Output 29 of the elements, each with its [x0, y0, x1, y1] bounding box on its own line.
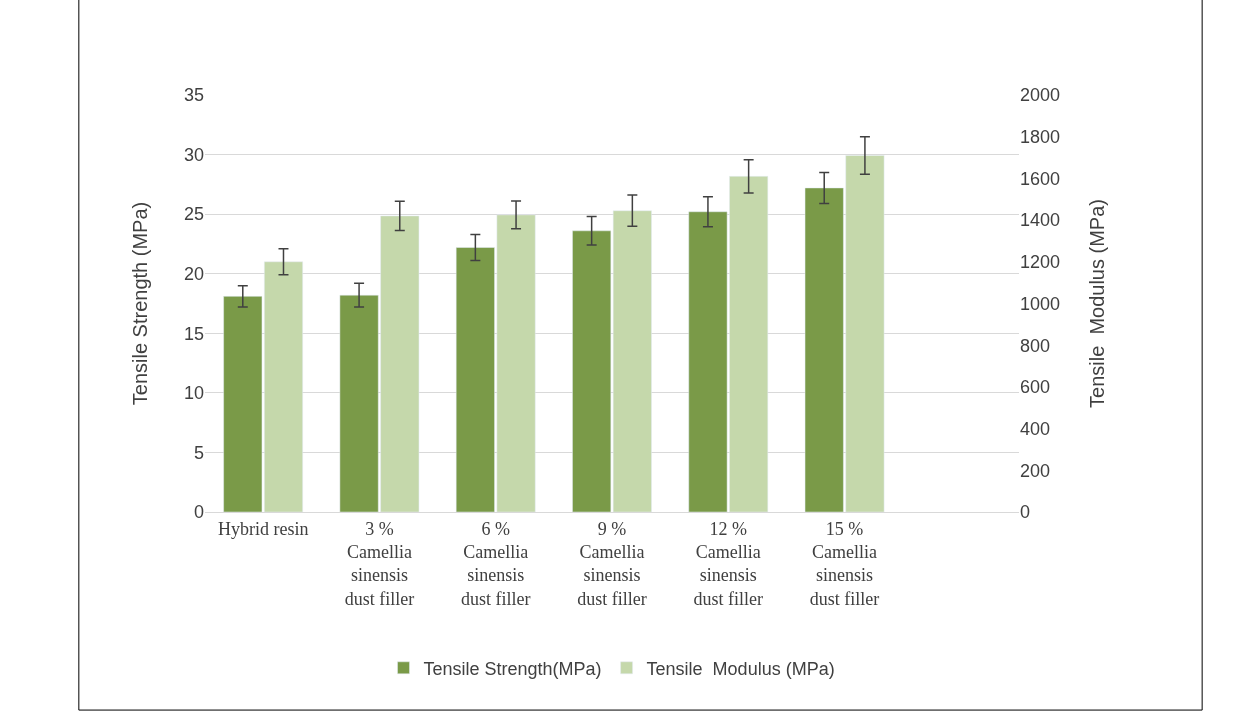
- y2-tick-label: 1800: [1020, 127, 1061, 147]
- y2-tick-label: 2000: [1020, 85, 1061, 106]
- y-tick-label: 35: [183, 85, 204, 106]
- y-tick-label: 5: [193, 442, 204, 463]
- x-tick-label: 9 % Camellia sinensis dust filler: [577, 518, 647, 609]
- x-tick-label: 15 % Camellia sinensis dust filler: [809, 518, 880, 609]
- y2-tick-label: 1400: [1020, 210, 1061, 231]
- y2-tick-label: 200: [1020, 460, 1051, 481]
- y-axis-title: Tensile Strength (MPa): [129, 201, 152, 406]
- y-tick-label: 25: [183, 204, 204, 225]
- legend-label: Tensile Strength(MPa): [423, 658, 602, 679]
- y2-tick-label: 1000: [1020, 293, 1061, 314]
- x-tick-label: 3 % Camellia sinensis dust filler: [344, 518, 415, 609]
- x-tick-label: 6 % Camellia sinensis dust filler: [460, 518, 531, 609]
- x-tick-label: 12 % Camellia sinensis dust filler: [693, 518, 764, 609]
- y2-tick-label: 0: [1020, 502, 1031, 523]
- y-tick-label: 15: [183, 323, 204, 344]
- y2-tick-label: 600: [1020, 377, 1051, 398]
- y2-tick-label: 1200: [1020, 252, 1061, 273]
- y-tick-label: 30: [183, 144, 204, 165]
- y-tick-label: 0: [193, 502, 204, 523]
- legend-label: Tensile Modulus (MPa): [646, 658, 835, 679]
- y2-tick-label: 800: [1020, 335, 1051, 356]
- y2-tick-label: 400: [1020, 418, 1051, 439]
- y-tick-label: 10: [183, 383, 204, 404]
- x-tick-label: Hybrid resin: [217, 518, 309, 539]
- y2-axis-title: Tensile Modulus (MPa): [1085, 199, 1108, 408]
- y2-tick-label: 1600: [1020, 168, 1061, 189]
- y-tick-label: 20: [183, 264, 204, 285]
